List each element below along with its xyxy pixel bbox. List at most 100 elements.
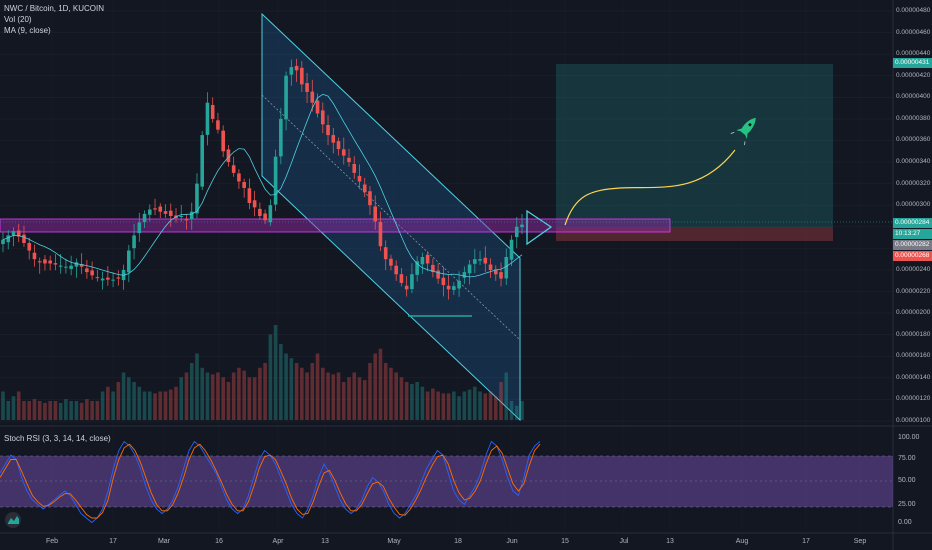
volume-bar bbox=[263, 363, 267, 420]
stoch-rsi-legend[interactable]: Stoch RSI (3, 3, 14, 14, close) bbox=[4, 434, 111, 443]
stoch-rsi-d-line bbox=[0, 443, 541, 519]
candle bbox=[1, 239, 5, 245]
volume-bar bbox=[431, 388, 435, 420]
candle bbox=[64, 266, 68, 268]
volume-bar bbox=[394, 372, 398, 420]
price-tick: 0.00000300 bbox=[896, 201, 931, 209]
candle bbox=[320, 110, 325, 125]
volume-bar bbox=[509, 401, 514, 420]
volume-bar bbox=[64, 399, 68, 420]
drawings-back bbox=[0, 12, 833, 422]
volume-bar bbox=[226, 382, 231, 420]
candle bbox=[179, 216, 184, 217]
descending-channel[interactable] bbox=[261, 12, 521, 422]
time-tick: Jul bbox=[619, 538, 629, 545]
volume-bar bbox=[184, 372, 189, 420]
volume-bar bbox=[389, 367, 393, 420]
price-tick: 0.00000200 bbox=[896, 309, 931, 317]
time-tick: Aug bbox=[735, 538, 749, 545]
time-tick: Sep bbox=[853, 538, 867, 545]
stoch-rsi-tick: 50.00 bbox=[898, 477, 916, 484]
candle bbox=[368, 191, 372, 206]
volume-bar bbox=[189, 363, 194, 420]
rocket-icon bbox=[730, 117, 756, 146]
volume-bar bbox=[195, 353, 199, 420]
volume-bar bbox=[27, 401, 32, 420]
candle bbox=[127, 250, 131, 273]
stoch-rsi-tick: 100.00 bbox=[898, 434, 920, 441]
candle bbox=[142, 213, 147, 223]
volume-bar bbox=[32, 399, 37, 420]
price-candles bbox=[1, 58, 524, 300]
candle bbox=[394, 265, 398, 275]
candle bbox=[373, 206, 378, 222]
volume-bar bbox=[315, 353, 320, 420]
candle bbox=[347, 157, 351, 163]
candle bbox=[452, 286, 456, 290]
tradingview-logo-icon[interactable] bbox=[5, 512, 21, 528]
time-tick: Apr bbox=[272, 538, 284, 545]
volume-bar bbox=[231, 372, 236, 420]
volume-bar bbox=[289, 358, 294, 420]
volume-bar bbox=[237, 367, 241, 420]
candle bbox=[263, 213, 267, 221]
price-grid bbox=[0, 10, 893, 422]
volume-bar bbox=[294, 363, 299, 420]
volume-bar bbox=[1, 391, 5, 420]
time-tick: Jun bbox=[506, 538, 518, 545]
long-position-target-zone[interactable] bbox=[556, 64, 833, 227]
volume-bar bbox=[415, 382, 419, 420]
volume-bar bbox=[153, 393, 157, 420]
time-tick: 18 bbox=[454, 538, 462, 545]
time-tick: 15 bbox=[561, 538, 569, 545]
candle bbox=[300, 67, 304, 85]
time-tick: May bbox=[387, 538, 401, 545]
volume-bar bbox=[341, 382, 346, 420]
volume-bar bbox=[457, 396, 461, 420]
volume-bar bbox=[462, 391, 467, 420]
volume-bar bbox=[168, 389, 173, 420]
candle bbox=[488, 264, 493, 270]
volume-bar bbox=[43, 402, 47, 420]
long-position-stop-zone[interactable] bbox=[556, 227, 833, 241]
volume-bar bbox=[58, 402, 63, 420]
symbol-legend[interactable]: NWC / Bitcoin, 1D, KUCOIN bbox=[4, 4, 105, 13]
volume-legend[interactable]: Vol (20) bbox=[4, 15, 32, 24]
candle bbox=[341, 149, 346, 156]
resistance-zone[interactable] bbox=[0, 218, 671, 233]
candle bbox=[69, 265, 73, 269]
volume-bar bbox=[373, 353, 378, 420]
candle bbox=[399, 274, 404, 283]
volume-bar bbox=[284, 353, 288, 420]
price-tick: 0.00000460 bbox=[896, 28, 931, 36]
candle bbox=[326, 124, 330, 136]
price-tick: 0.00000400 bbox=[896, 93, 931, 101]
candle bbox=[483, 257, 488, 264]
triangle-pattern[interactable] bbox=[526, 209, 553, 246]
volume-bar bbox=[85, 399, 89, 420]
candle bbox=[106, 277, 110, 280]
volume-bar bbox=[22, 401, 26, 420]
time-tick: 16 bbox=[215, 538, 223, 545]
volume-bar bbox=[132, 382, 136, 420]
volume-bar bbox=[326, 372, 330, 420]
volume-bar bbox=[142, 391, 147, 420]
ma-legend[interactable]: MA (9, close) bbox=[4, 26, 51, 35]
stoch-rsi-tick: 75.00 bbox=[898, 455, 916, 462]
candle bbox=[310, 91, 315, 103]
volume-bar bbox=[69, 401, 73, 420]
candle bbox=[216, 120, 220, 130]
candle bbox=[378, 222, 383, 247]
volume-bar bbox=[514, 405, 519, 420]
volume-bar bbox=[352, 372, 357, 420]
volume-bar bbox=[216, 372, 220, 420]
volume-bar bbox=[399, 377, 404, 420]
volume-bar bbox=[520, 401, 524, 420]
candle bbox=[331, 135, 336, 143]
price-tick: 0.00000320 bbox=[896, 179, 931, 187]
entry-price-tag: 0.00000284 bbox=[893, 218, 932, 228]
volume-bar bbox=[127, 377, 131, 420]
volume-bar bbox=[147, 391, 152, 420]
candle bbox=[504, 257, 509, 279]
